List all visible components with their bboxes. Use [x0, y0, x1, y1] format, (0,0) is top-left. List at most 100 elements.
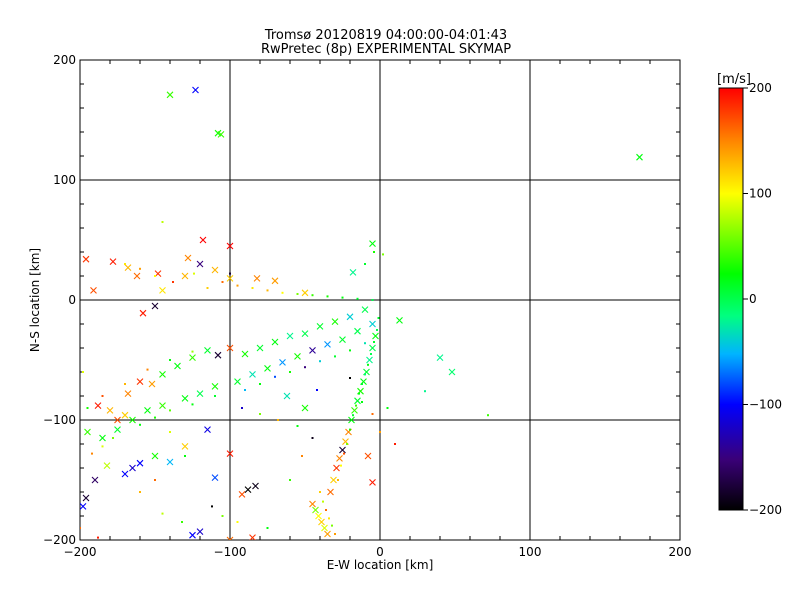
y-tick-labels: −200 −100 0 100 200: [43, 53, 76, 547]
y-axis-label: N-S location [km]: [28, 248, 42, 352]
data-point-dot: [319, 491, 321, 493]
data-point-dot: [334, 533, 336, 535]
data-point-dot: [259, 413, 261, 415]
x-tick-label: −100: [214, 545, 247, 559]
data-point-x: [256, 344, 264, 352]
data-point-x: [361, 306, 369, 313]
data-point-dot: [139, 267, 141, 270]
data-point-dot: [325, 509, 327, 511]
data-point-x: [301, 330, 309, 337]
data-point-dot: [373, 251, 375, 253]
data-point-x: [166, 91, 174, 99]
y-tick-label: 0: [68, 293, 76, 307]
data-point-dot: [361, 383, 363, 385]
data-point-dot: [352, 414, 354, 417]
data-point-dot: [364, 263, 366, 265]
data-point-x: [124, 264, 132, 271]
data-point-dot: [311, 437, 314, 439]
data-point-x: [364, 452, 372, 460]
data-point-x: [204, 347, 211, 354]
data-point-x: [151, 302, 159, 310]
data-point-x: [196, 390, 204, 397]
data-point-x: [181, 395, 189, 402]
data-point-dot: [343, 452, 345, 455]
data-point-x: [271, 338, 279, 346]
data-point-dot: [326, 295, 329, 298]
data-point-x: [174, 362, 181, 370]
y-tick-label: 100: [53, 173, 76, 187]
data-point-dot: [86, 407, 89, 409]
data-point-dot: [124, 383, 126, 385]
data-point-x: [301, 404, 309, 412]
data-point-x: [369, 344, 376, 352]
data-point-dot: [236, 284, 239, 287]
data-point-x: [636, 153, 643, 161]
data-point-x: [369, 320, 376, 328]
data-point-dot: [341, 296, 344, 299]
data-point-dot: [296, 293, 299, 295]
data-point-x: [249, 371, 256, 378]
data-point-x: [333, 464, 340, 472]
data-point-x: [396, 317, 403, 324]
data-point-x: [448, 368, 456, 376]
data-point-x: [253, 275, 261, 282]
data-point-dot: [382, 253, 384, 256]
data-point-dot: [236, 521, 239, 523]
data-point-dot: [358, 392, 360, 395]
data-point-x: [80, 503, 87, 510]
data-point-x: [136, 378, 144, 385]
data-point-x: [226, 344, 234, 352]
data-point-dot: [301, 455, 303, 457]
data-point-dot: [229, 272, 231, 275]
data-point-x: [369, 479, 376, 486]
data-point-x: [354, 397, 361, 405]
data-point-x: [339, 336, 346, 343]
data-point-dot: [304, 366, 306, 369]
data-point-dot: [377, 317, 380, 319]
data-point-dot: [184, 455, 186, 457]
data-point-dot: [277, 419, 279, 421]
data-point-x: [301, 289, 309, 297]
data-point-x: [330, 476, 337, 484]
data-point-x: [84, 428, 91, 436]
data-point-x: [234, 378, 241, 385]
data-point-dot: [349, 377, 351, 379]
data-point-dot: [91, 452, 93, 455]
data-point-x: [204, 426, 211, 433]
chart-subtitle: RwPretec (8p) EXPERIMENTAL SKYMAP: [261, 42, 511, 57]
x-tick-labels: −200 −100 0 100 200: [64, 545, 692, 559]
data-point-x: [184, 254, 192, 262]
colorbar-tick-label: 100: [749, 187, 772, 201]
data-point-x: [336, 455, 343, 462]
data-point-dot: [364, 342, 366, 345]
data-point-dot: [331, 524, 333, 527]
colorbar-tick-label: 0: [749, 292, 757, 306]
data-point-x: [106, 407, 114, 414]
x-tick-label: 200: [669, 545, 692, 559]
data-point-x: [348, 416, 355, 424]
data-point-dot: [346, 443, 348, 445]
y-tick-label: 200: [53, 53, 76, 67]
data-point-x: [129, 416, 136, 424]
data-point-x: [159, 402, 166, 409]
data-point-x: [166, 458, 174, 466]
data-point-x: [133, 272, 141, 280]
minor-ticks: [79, 59, 681, 541]
data-point-dot: [259, 383, 261, 385]
data-point-dot: [139, 423, 141, 426]
data-point-dot: [211, 505, 213, 508]
data-point-x: [349, 269, 357, 276]
data-point-dot: [364, 373, 366, 376]
data-point-dot: [340, 464, 342, 467]
data-point-x: [286, 332, 294, 340]
data-point-x: [241, 350, 249, 358]
data-point-x: [90, 287, 97, 294]
data-point-x: [136, 459, 144, 467]
data-point-x: [226, 275, 234, 282]
y-tick-label: −100: [43, 413, 76, 427]
data-point-x: [294, 353, 301, 360]
data-point-x: [324, 341, 331, 348]
data-point-dot: [328, 517, 330, 520]
data-point-dot: [161, 512, 164, 515]
